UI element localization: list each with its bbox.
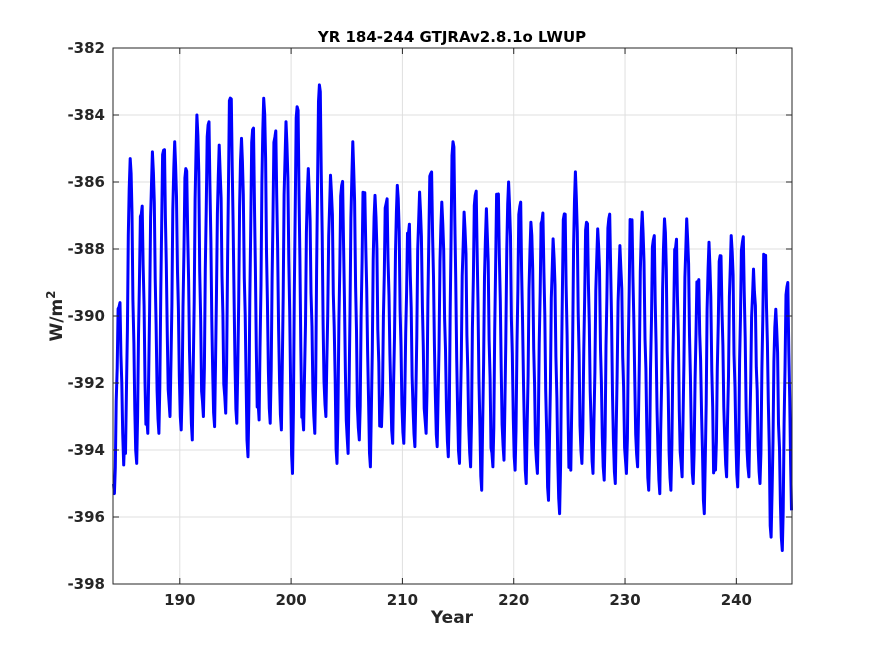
- y-tick-label: -388: [67, 240, 105, 258]
- y-axis-title-superscript: 2: [44, 290, 58, 298]
- chart-title: YR 184-244 GTJRAv2.8.1o LWUP: [317, 28, 586, 46]
- x-tick-label: 220: [498, 591, 529, 609]
- x-axis-title: Year: [430, 608, 474, 628]
- series-line-lwup: [112, 83, 793, 552]
- y-tick-label: -386: [67, 173, 105, 191]
- y-tick-label: -396: [67, 508, 105, 526]
- x-tick-label: 230: [609, 591, 640, 609]
- tick-marks: [113, 47, 792, 585]
- y-tick-label: -384: [67, 106, 105, 124]
- x-tick-label: 240: [721, 591, 752, 609]
- y-tick-label: -398: [67, 575, 105, 593]
- y-tick-label: -392: [67, 374, 105, 392]
- x-tick-label: 190: [164, 591, 195, 609]
- y-axis-title: W/m2: [44, 290, 67, 341]
- x-tick-label: 210: [387, 591, 418, 609]
- y-tick-label: -394: [67, 441, 105, 459]
- tick-labels: 190 200 210 220 230 240 -398 -396 -394 -392 -390 -3…: [67, 39, 752, 609]
- x-tick-label: 200: [275, 591, 306, 609]
- y-tick-label: -390: [67, 307, 105, 325]
- y-axis-title-base: W/m: [47, 299, 67, 342]
- y-tick-label: -382: [67, 39, 105, 57]
